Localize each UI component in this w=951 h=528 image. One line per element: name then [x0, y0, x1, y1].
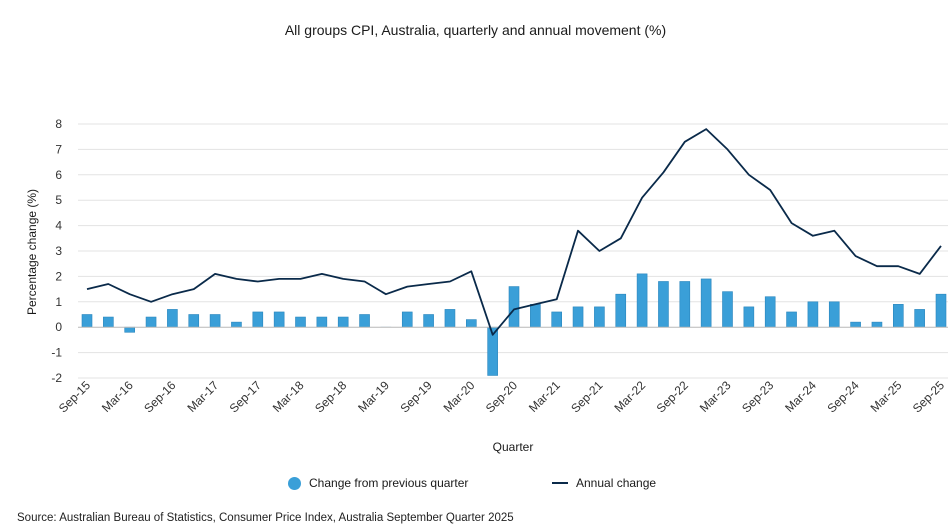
bar — [167, 309, 178, 328]
annual-change-line — [86, 128, 942, 336]
bar — [530, 304, 541, 328]
x-tick-label: Sep-24 — [824, 378, 861, 415]
x-axis-ticks: Sep-15 Mar-16 Sep-16 Mar-17 Sep-17 Mar-18 Sep-… — [56, 378, 947, 415]
bar — [914, 309, 925, 328]
x-tick-label: Mar-19 — [355, 378, 392, 415]
bar — [551, 311, 563, 328]
x-tick-label: Sep-18 — [312, 378, 349, 415]
x-tick-label: Sep-23 — [739, 378, 776, 415]
x-tick-label: Sep-19 — [397, 378, 434, 415]
bar — [316, 316, 328, 328]
bar — [103, 316, 114, 328]
bar — [401, 311, 413, 328]
bar — [295, 316, 306, 328]
x-tick-label: Mar-17 — [184, 378, 221, 415]
legend-label-annual: Annual change — [576, 476, 657, 490]
y-tick-label: 8 — [55, 117, 62, 131]
y-tick-label: 4 — [55, 219, 62, 233]
bar — [145, 316, 157, 328]
source-note: Source: Australian Bureau of Statistics,… — [17, 512, 514, 524]
bar — [935, 293, 947, 328]
bar — [871, 321, 883, 328]
bar — [636, 273, 648, 328]
y-tick-label: 5 — [55, 193, 62, 207]
legend-item-annual: Annual change — [552, 476, 656, 490]
y-tick-label: 6 — [55, 168, 62, 182]
bar — [807, 301, 819, 328]
y-axis-title: Percentage change (%) — [25, 189, 39, 315]
x-tick-label: Mar-25 — [868, 378, 905, 415]
bar — [444, 309, 456, 328]
x-tick-label: Mar-24 — [782, 378, 819, 415]
x-tick-label: Sep-17 — [227, 378, 264, 415]
bar — [679, 281, 691, 328]
legend: Change from previous quarter Annual chan… — [0, 476, 951, 496]
x-tick-label: Sep-22 — [654, 378, 691, 415]
bar — [658, 281, 669, 328]
bar — [337, 316, 349, 328]
bar — [81, 314, 93, 328]
bar — [273, 311, 285, 328]
bar — [252, 311, 264, 328]
x-tick-label: Mar-22 — [611, 378, 648, 415]
bar — [188, 314, 200, 328]
bar — [465, 319, 477, 328]
bar — [743, 306, 755, 328]
bar — [423, 314, 434, 328]
y-axis-ticks: -2 -1 0 1 2 3 4 5 6 7 8 — [51, 117, 62, 385]
bar — [700, 278, 712, 328]
bar — [508, 286, 520, 328]
x-tick-label: Sep-25 — [910, 378, 947, 415]
bar — [209, 314, 221, 328]
annual-change-polyline — [86, 128, 942, 336]
y-tick-label: 2 — [55, 269, 62, 283]
x-tick-label: Mar-23 — [697, 378, 734, 415]
bar — [231, 321, 242, 328]
y-tick-label: -2 — [51, 371, 62, 385]
x-axis-title: Quarter — [493, 440, 534, 454]
chart-title: All groups CPI, Australia, quarterly and… — [284, 22, 667, 38]
x-tick-label: Sep-21 — [568, 378, 605, 415]
x-tick-label: Sep-20 — [483, 378, 520, 415]
bar — [594, 306, 605, 328]
bar — [850, 321, 861, 328]
y-tick-label: 1 — [55, 295, 62, 309]
bar — [722, 291, 733, 328]
y-tick-label: 7 — [55, 142, 62, 156]
bar — [572, 306, 584, 328]
x-tick-label: Mar-18 — [270, 378, 307, 415]
bar — [359, 314, 370, 328]
legend-item-quarterly: Change from previous quarter — [288, 476, 468, 490]
quarterly-change-bars — [81, 273, 947, 376]
y-tick-label: -1 — [51, 346, 62, 360]
bar — [764, 296, 776, 328]
bar — [828, 301, 840, 328]
bar — [124, 326, 135, 333]
bar — [615, 293, 627, 328]
grid-lines — [78, 123, 948, 379]
legend-label-quarterly: Change from previous quarter — [309, 476, 469, 490]
x-tick-label: Mar-20 — [441, 378, 478, 415]
legend-bar-swatch — [288, 476, 301, 490]
x-tick-label: Sep-16 — [141, 378, 178, 415]
y-tick-label: 3 — [55, 244, 62, 258]
bar — [786, 311, 797, 328]
legend-line-swatch — [552, 482, 568, 484]
y-tick-label: 0 — [55, 320, 62, 334]
x-tick-label: Mar-21 — [526, 378, 563, 415]
x-tick-label: Mar-16 — [99, 378, 136, 415]
bar — [892, 304, 904, 328]
